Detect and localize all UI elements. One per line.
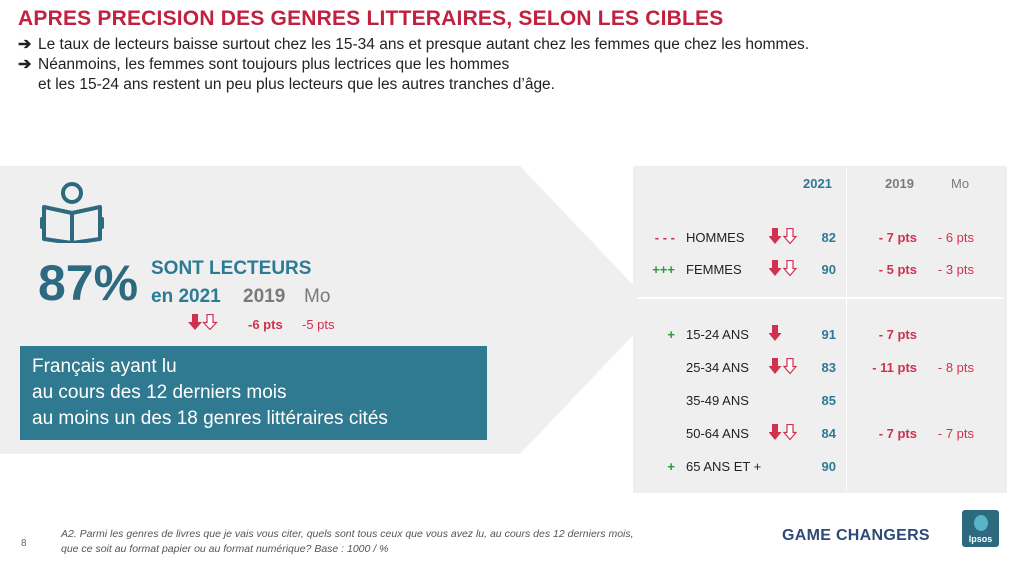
footnote-line: A2. Parmi les genres de livres que je va…: [61, 528, 634, 540]
footnote-line: que ce soit au format papier ou au forma…: [61, 543, 389, 555]
footnote: A2. Parmi les genres de livres que je va…: [61, 527, 634, 557]
table-row: +65 ANS ET + 90: [0, 459, 1024, 479]
table-row: +++ FEMMES 90 - 5 pts - 3 pts: [0, 259, 1024, 282]
previous-year-label: 2019: [243, 286, 286, 307]
row-label: 15-24 ANS: [686, 327, 749, 342]
value-2021: 83: [821, 360, 836, 375]
ipsos-logo: Ipsos: [962, 510, 999, 547]
table-row: 25-34 ANS 83 - 11 pts - 8 pts: [0, 357, 1024, 380]
decline-double-arrow-icon: [768, 227, 798, 247]
mo-label: Mo: [304, 286, 331, 307]
value-2021: 90: [821, 459, 836, 474]
significance-marker: +: [667, 327, 675, 342]
table-row: +15-24 ANS 91 - 7 pts: [0, 325, 1024, 347]
value-2021: 84: [821, 426, 836, 441]
table-row: 35-49 ANS 85: [0, 393, 1024, 413]
row-label: HOMMES: [686, 230, 745, 245]
table-row: 50-64 ANS 84 - 7 pts - 7 pts: [0, 423, 1024, 446]
delta-mo: - 3 pts: [937, 262, 974, 277]
delta-vs-mo: -5 pts: [302, 317, 335, 332]
definition-line: au cours des 12 derniers mois: [32, 382, 287, 403]
delta-2019: - 7 pts: [878, 230, 917, 245]
decline-arrow-icon: [768, 325, 797, 344]
bullet-continuation: et les 15-24 ans restent un peu plus lec…: [38, 76, 555, 93]
delta-mo: - 8 pts: [937, 360, 974, 375]
decline-double-arrow-icon: [188, 313, 218, 335]
bullet-list: ➔ Le taux de lecteurs baisse surtout che…: [18, 35, 809, 95]
delta-2019: - 11 pts: [872, 360, 917, 375]
definition-box: Français ayant lu au cours des 12 dernie…: [20, 346, 487, 440]
slide-title: APRES PRECISION DES GENRES LITTERAIRES, …: [18, 7, 724, 30]
significance-marker: +++: [652, 262, 675, 277]
decline-double-arrow-icon: [768, 259, 798, 279]
logo-mark: [974, 515, 988, 531]
bullet-text: Néanmoins, les femmes sont toujours plus…: [38, 56, 510, 73]
column-header-mo: Mo: [951, 176, 970, 191]
bullet-item: ➔ Le taux de lecteurs baisse surtout che…: [18, 35, 809, 55]
arrow-right-icon: ➔: [18, 36, 32, 53]
significance-marker: - - -: [654, 230, 675, 245]
bullet-text: Le taux de lecteurs baisse surtout chez …: [38, 36, 810, 53]
delta-2019: - 7 pts: [878, 426, 917, 441]
value-2021: 82: [821, 230, 836, 245]
definition-line: Français ayant lu: [32, 356, 177, 377]
row-label: 25-34 ANS: [686, 360, 749, 375]
bullet-item: ➔ Néanmoins, les femmes sont toujours pl…: [18, 55, 809, 75]
row-label: 50-64 ANS: [686, 426, 749, 441]
arrow-right-icon: ➔: [18, 56, 32, 73]
delta-2019: - 5 pts: [878, 262, 917, 277]
value-2021: 91: [821, 327, 836, 342]
column-divider: [846, 168, 847, 490]
row-label: 65 ANS ET +: [686, 459, 762, 474]
significance-marker: +: [667, 459, 675, 474]
table-panel: [633, 166, 1007, 493]
table-row: - - - HOMMES 82 - 7 pts - 6 pts: [0, 227, 1024, 250]
decline-double-arrow-icon: [768, 423, 798, 443]
current-year-label: en 2021: [151, 286, 221, 307]
readers-percentage: 87%: [38, 255, 139, 311]
logo-text: Ipsos: [968, 534, 993, 544]
column-header-2021: 2021: [803, 176, 832, 191]
reader-icon: [38, 181, 106, 245]
delta-2019: - 7 pts: [878, 327, 917, 342]
value-2021: 85: [821, 393, 836, 408]
delta-mo: - 6 pts: [937, 230, 974, 245]
row-group-divider: [637, 297, 1003, 299]
definition-line: au moins un des 18 genres littéraires ci…: [32, 408, 388, 429]
readers-label: SONT LECTEURS: [151, 258, 312, 279]
page-number: 8: [21, 538, 27, 549]
row-label: 35-49 ANS: [686, 393, 749, 408]
brand-tagline: GAME CHANGERS: [782, 527, 930, 544]
decline-double-arrow-icon: [768, 357, 798, 377]
column-header-2019: 2019: [885, 176, 914, 191]
delta-mo: - 7 pts: [937, 426, 974, 441]
delta-vs-2019: -6 pts: [248, 317, 283, 332]
row-label: FEMMES: [686, 262, 742, 277]
value-2021: 90: [821, 262, 836, 277]
